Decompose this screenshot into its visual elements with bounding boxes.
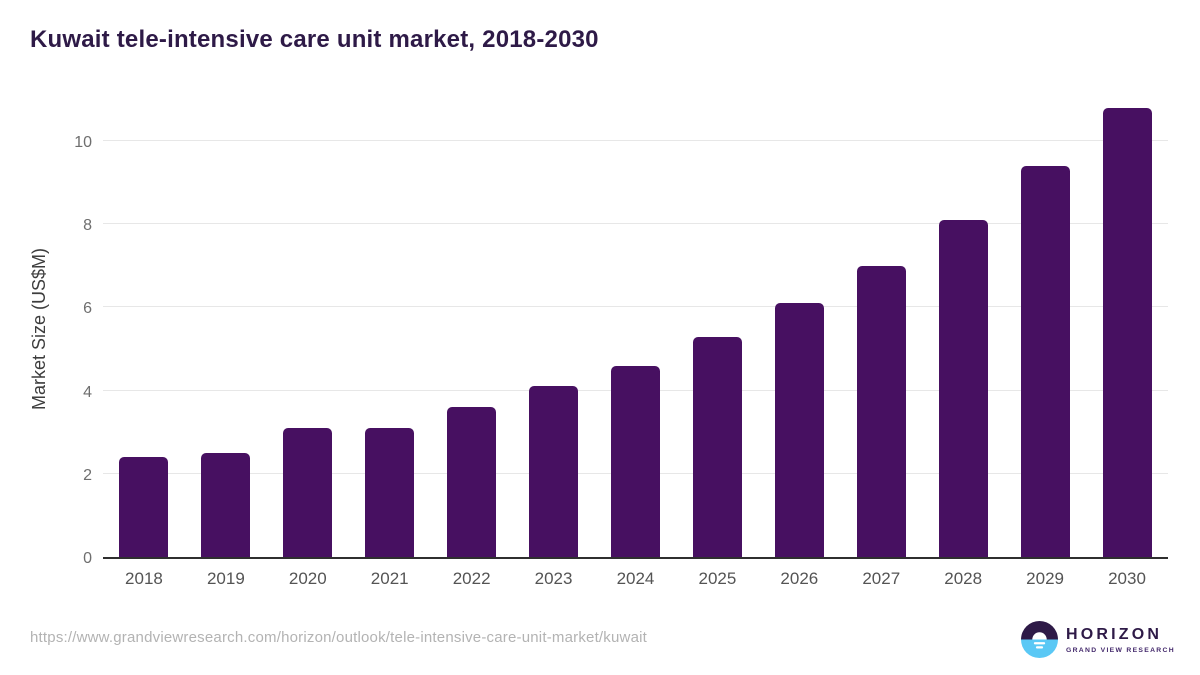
x-axis-label: 2024 [616, 569, 655, 588]
plot-area [103, 100, 1168, 559]
source-url: https://www.grandviewresearch.com/horizo… [30, 629, 648, 646]
x-axis-label: 2025 [698, 569, 737, 588]
bar-2021[interactable] [365, 428, 415, 557]
y-tick-label: 0 [83, 550, 92, 567]
y-axis-title: Market Size (US$M) [26, 100, 52, 559]
horizon-logo-icon [1021, 621, 1058, 658]
x-axis-labels: 2018 2019 2020 2021 2022 2023 2024 2025 2026 2027… [103, 569, 1168, 589]
gridline [103, 306, 1168, 308]
bar-2030[interactable] [1102, 108, 1152, 557]
y-axis-title-text: Market Size (US$M) [28, 248, 49, 411]
gridline [103, 140, 1168, 141]
logo-brand: HORIZON [1066, 625, 1163, 643]
chart-title: Kuwait tele-intensive care unit market, … [30, 26, 599, 53]
y-tick-label: 4 [83, 383, 92, 401]
horizon-logo[interactable]: HORIZON GRAND VIEW RESEARCH [1021, 621, 1175, 658]
y-axis-ticks: 0 2 4 6 8 10 [54, 100, 92, 567]
bar-2020[interactable] [283, 428, 333, 557]
bar-2023[interactable] [529, 386, 579, 557]
x-axis-label: 2027 [862, 569, 901, 588]
y-tick-label: 10 [74, 134, 92, 151]
x-axis-label: 2022 [452, 569, 491, 588]
bar-2019[interactable] [201, 453, 251, 557]
bar-2029[interactable] [1020, 166, 1070, 557]
bar-2027[interactable] [856, 266, 906, 557]
x-axis-label: 2030 [1108, 569, 1146, 588]
x-axis-label: 2023 [534, 569, 573, 588]
x-axis-label: 2018 [125, 569, 163, 588]
x-axis-label: 2021 [370, 569, 409, 588]
x-axis-label: 2028 [944, 569, 983, 588]
x-axis-label: 2020 [288, 569, 327, 588]
gridline [103, 223, 1168, 225]
bar-2025[interactable] [692, 337, 742, 557]
x-axis-label: 2019 [206, 569, 245, 588]
bar-2026[interactable] [774, 303, 824, 557]
bar-2028[interactable] [938, 220, 988, 557]
y-tick-label: 8 [83, 217, 92, 235]
horizon-logo-text: HORIZON GRAND VIEW RESEARCH [1066, 626, 1175, 654]
bar-2024[interactable] [610, 366, 660, 557]
bar-2018[interactable] [119, 457, 169, 557]
logo-sub-brand: GRAND VIEW RESEARCH [1066, 646, 1175, 654]
bar-series [103, 100, 1168, 557]
bar-2022[interactable] [447, 407, 497, 557]
y-tick-label: 2 [83, 466, 92, 484]
x-axis-label: 2026 [780, 569, 819, 588]
x-axis-label: 2029 [1026, 569, 1064, 588]
y-tick-label: 6 [83, 300, 92, 318]
